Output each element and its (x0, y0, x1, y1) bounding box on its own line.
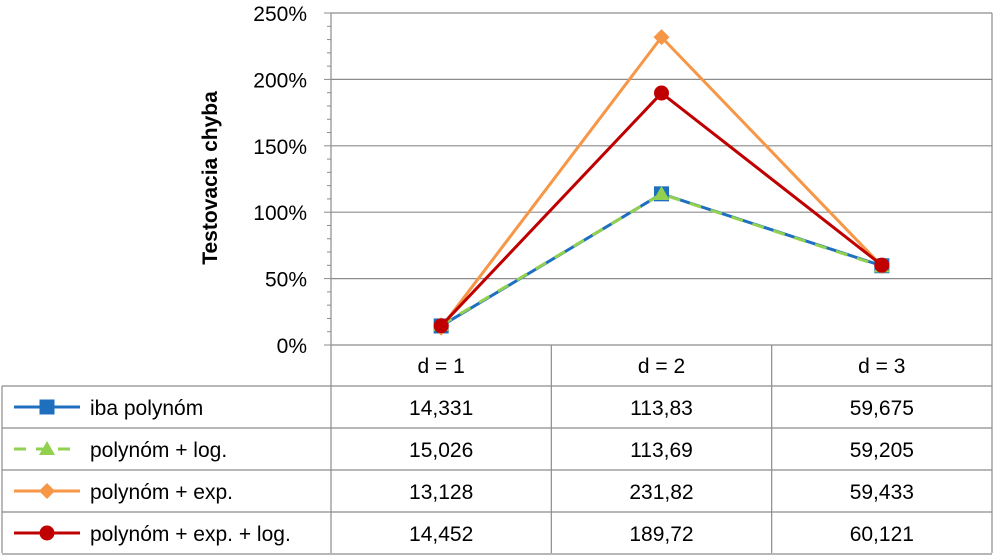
table-cell-1-1: 14,331 (409, 397, 473, 420)
gridlines (331, 12, 993, 345)
table-cell-2-1: 15,026 (409, 439, 473, 462)
plot-area (433, 29, 890, 336)
table-cell-1-2: 113,83 (630, 397, 693, 420)
x-category-label-3: d = 3 (858, 355, 905, 378)
legend-key-marker (39, 441, 55, 455)
legend-key-marker (39, 483, 55, 499)
y-axis-title: Testovacia chyba (199, 91, 222, 265)
y-tick-label-0: 0% (277, 335, 307, 358)
table-cell-2-3: 59,205 (850, 439, 914, 462)
table-cell-3-1: 13,128 (409, 481, 473, 504)
table-cell-3-2: 231,82 (629, 481, 693, 504)
table-cell-4-2: 189,72 (629, 523, 693, 546)
data-point-4-2 (654, 85, 669, 101)
legend-key-1 (14, 399, 80, 415)
legend-key-marker (39, 399, 55, 415)
data-table: d = 1 d = 2 d = 3 iba polynóm 14,331 113,83 59… (1, 344, 993, 555)
y-tick-label-1: 50% (265, 269, 307, 292)
data-point-3-2 (653, 29, 670, 46)
table-cell-4-3: 60,121 (850, 523, 914, 546)
data-point-4-1 (433, 318, 449, 334)
table-cell-2-2: 113,69 (630, 439, 693, 462)
data-point-2-2 (653, 186, 670, 201)
legend-key-4 (14, 525, 80, 541)
y-tick-label-3: 150% (253, 136, 307, 159)
y-tick-label-5: 250% (253, 3, 307, 26)
series-2 (433, 186, 890, 332)
legend-label-3: polynóm + exp. (90, 481, 233, 504)
x-category-label-2: d = 2 (638, 355, 685, 378)
series-4 (433, 85, 890, 334)
table-cell-4-1: 14,452 (409, 523, 473, 546)
table-cell-1-3: 59,675 (850, 397, 914, 420)
y-tick-label-2: 100% (253, 202, 307, 225)
legend-key-2 (14, 441, 80, 455)
data-point-4-3 (874, 257, 890, 273)
legend-key-3 (14, 483, 80, 499)
table-cell-3-3: 59,433 (850, 481, 914, 504)
legend-label-1: iba polynóm (90, 397, 203, 420)
legend-key-marker (39, 525, 55, 541)
series-line-4 (440, 91, 883, 327)
legend-label-4: polynóm + exp. + log. (90, 523, 291, 546)
legend-label-2: polynóm + log. (90, 439, 227, 462)
x-category-label-1: d = 1 (418, 355, 465, 378)
y-axis: 0% 50% 100% 150% 200% 250% (253, 3, 332, 358)
y-tick-label-4: 200% (253, 69, 307, 92)
